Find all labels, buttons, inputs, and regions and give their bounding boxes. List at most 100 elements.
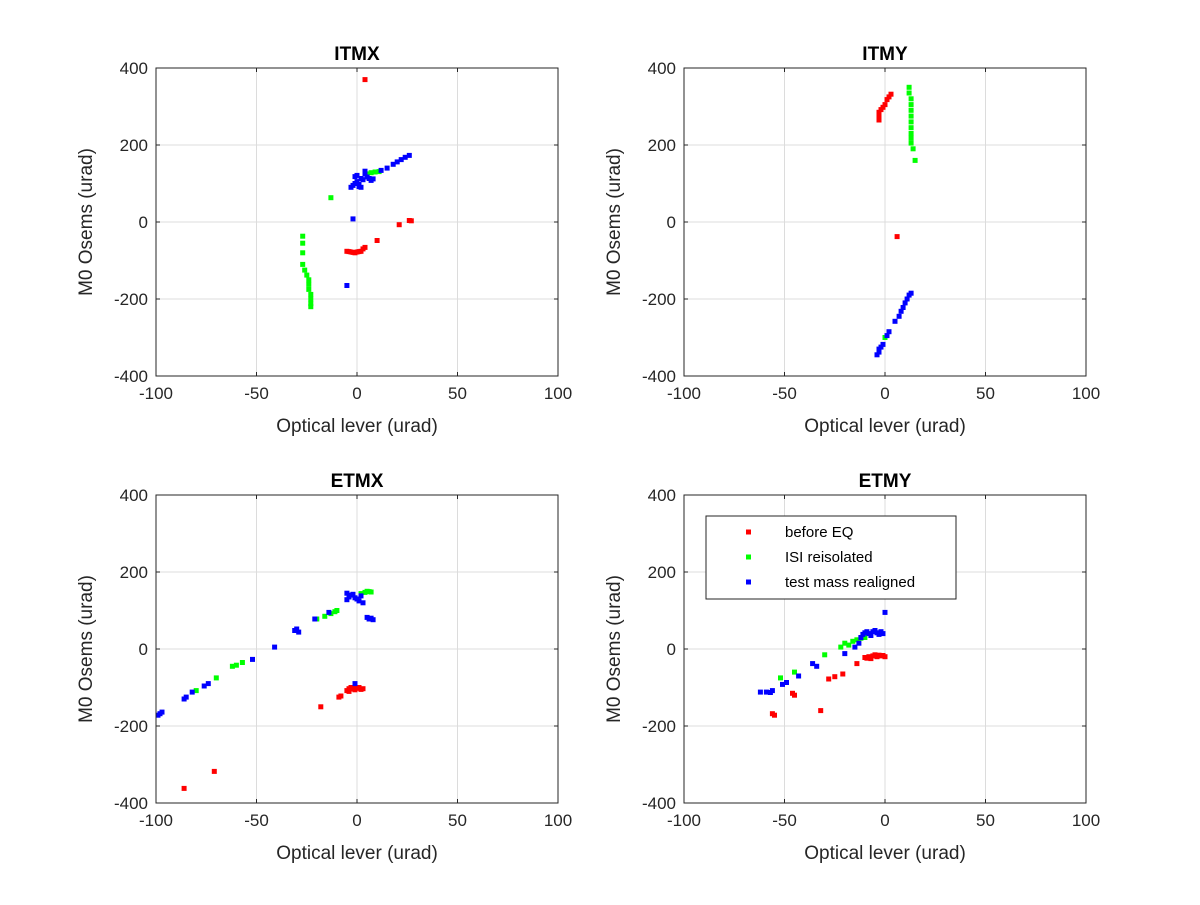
data-point [900, 305, 906, 310]
data-point [886, 94, 892, 100]
data-point [780, 681, 785, 687]
y-tick-label: 0 [667, 213, 676, 232]
data-point [318, 704, 324, 710]
x-tick-label: -50 [244, 811, 269, 830]
y-tick-label: 0 [139, 213, 148, 232]
x-axis-label: Optical lever (urad) [276, 416, 438, 437]
x-tick-label: -100 [139, 384, 173, 403]
data-point [908, 119, 914, 125]
x-tick-label: -50 [244, 384, 269, 403]
data-point [390, 161, 396, 167]
data-point [769, 688, 775, 694]
legend-marker-before-eq [746, 529, 751, 535]
data-point [334, 608, 340, 613]
series-test-mass-realigned [757, 609, 888, 695]
data-point [822, 652, 828, 658]
chart-title: ETMY [859, 471, 912, 492]
x-axis-label: Optical lever (urad) [276, 843, 438, 864]
data-point [346, 688, 352, 694]
data-point [362, 77, 368, 83]
data-point [882, 654, 888, 660]
data-point [892, 318, 898, 324]
data-point [912, 157, 918, 163]
x-axis-label: Optical lever (urad) [804, 416, 966, 437]
data-point [308, 304, 314, 310]
y-tick-label: 200 [648, 136, 676, 155]
chart-title: ETMX [331, 471, 384, 492]
series-before-eq [769, 652, 888, 718]
data-point [306, 277, 312, 283]
x-tick-label: 50 [976, 811, 995, 830]
y-tick-label: 400 [648, 59, 676, 78]
x-tick-label: -50 [772, 811, 797, 830]
y-tick-label: -400 [114, 794, 148, 813]
y-tick-label: 200 [120, 563, 148, 582]
x-tick-label: -100 [139, 811, 173, 830]
data-point [854, 661, 860, 667]
data-point [344, 590, 350, 596]
x-tick-label: 0 [352, 384, 361, 403]
data-point [308, 301, 314, 307]
data-point [368, 170, 374, 176]
y-tick-label: -400 [642, 794, 676, 813]
x-axis-label: Optical lever (urad) [804, 843, 966, 864]
data-point [854, 637, 860, 643]
data-point [908, 107, 914, 113]
y-tick-label: 200 [648, 563, 676, 582]
data-point [856, 640, 862, 646]
x-tick-label: 100 [1072, 384, 1100, 403]
data-point [894, 234, 900, 240]
data-point [378, 167, 384, 173]
x-tick-label: 100 [1072, 811, 1100, 830]
data-point [306, 281, 312, 287]
data-point [360, 600, 366, 606]
data-point [362, 244, 368, 250]
data-point [862, 635, 868, 640]
data-point [211, 768, 217, 774]
y-tick-label: -200 [114, 717, 148, 736]
data-point [352, 681, 358, 687]
data-point [882, 609, 888, 615]
x-tick-label: 0 [880, 811, 889, 830]
data-point [846, 642, 852, 648]
data-point [358, 593, 364, 599]
data-point [910, 146, 916, 152]
data-point [368, 589, 374, 595]
data-point [826, 676, 832, 682]
data-point [326, 609, 332, 615]
data-point [880, 104, 886, 110]
data-point [384, 165, 390, 171]
data-point [772, 712, 777, 718]
data-point [374, 238, 380, 243]
y-axis-label: M0 Osems (urad) [76, 575, 97, 723]
series-before-eq [344, 77, 414, 256]
data-point [370, 176, 376, 182]
data-point [814, 663, 820, 669]
data-point [908, 290, 914, 296]
data-point [272, 644, 278, 650]
data-point [876, 109, 882, 115]
data-point [189, 689, 195, 695]
legend-label-isi-reisolated: ISI reisolated [785, 549, 873, 566]
series-test-mass-realigned [155, 590, 376, 718]
data-point [250, 656, 255, 662]
data-point [396, 222, 402, 228]
data-point [874, 352, 880, 358]
data-point [904, 296, 910, 302]
data-point [908, 113, 914, 119]
data-point [362, 168, 368, 174]
y-axis-label: M0 Osems (urad) [604, 575, 625, 723]
subplot-group: -100 -50 0 50 100 400 200 0 -200 -400 ITMX Optical … [76, 44, 1100, 864]
data-point [233, 662, 239, 668]
data-point [328, 195, 334, 201]
data-point [229, 663, 235, 669]
data-point [902, 300, 908, 306]
data-point [308, 291, 314, 297]
data-point [842, 640, 848, 646]
data-point [304, 272, 310, 278]
data-point [868, 656, 874, 662]
data-point [306, 286, 312, 292]
data-point [300, 250, 306, 256]
data-point [356, 598, 362, 604]
